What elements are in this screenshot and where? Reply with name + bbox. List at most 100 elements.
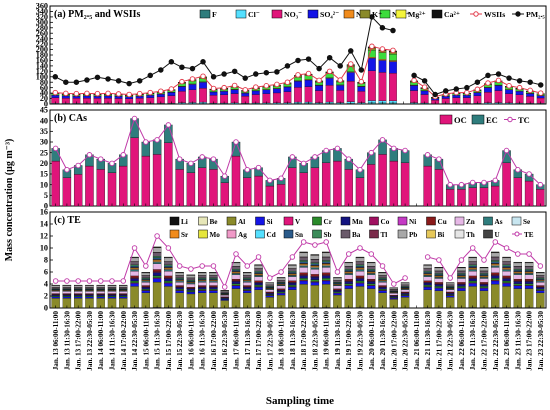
series-point xyxy=(289,254,296,260)
bar-segment xyxy=(524,270,534,272)
legend-label: Co xyxy=(381,218,390,226)
y-tick-label: 20 xyxy=(40,159,48,168)
bar-segment xyxy=(141,282,151,286)
bar-segment xyxy=(175,282,184,286)
bar-segment xyxy=(164,265,173,268)
bar-segment xyxy=(524,285,534,289)
bar-segment xyxy=(175,288,184,291)
series-point xyxy=(526,251,532,257)
series-point xyxy=(126,80,132,87)
bar-segment xyxy=(491,257,500,261)
y-tick-label: 260 xyxy=(36,29,48,38)
bar-segment xyxy=(524,262,534,267)
y-tick-label: 30 xyxy=(40,138,48,147)
series-point xyxy=(526,171,532,177)
series-point xyxy=(253,71,259,77)
x-tick-label: Jan. 14 11:30-16:30 xyxy=(109,311,117,371)
legend-swatch xyxy=(307,9,319,19)
series-point xyxy=(165,122,172,128)
bar-segment xyxy=(389,53,397,61)
series-point xyxy=(244,166,251,173)
bar-segment xyxy=(344,278,353,281)
bar-segment xyxy=(524,271,534,274)
y-tick-label: 0 xyxy=(44,202,48,211)
bar-segment xyxy=(141,287,151,290)
bar-segment-oc xyxy=(513,177,523,207)
series-point xyxy=(136,90,143,97)
bar-segment xyxy=(51,287,60,289)
bar-segment xyxy=(243,285,252,287)
bar-segment xyxy=(524,274,534,280)
bar-segment xyxy=(484,87,492,93)
bar-segment xyxy=(310,259,320,263)
bar-segment xyxy=(197,285,207,287)
y-tick-label: 35 xyxy=(40,127,48,136)
series-point xyxy=(515,166,521,173)
bar-segment xyxy=(231,271,241,274)
series-point xyxy=(267,275,273,281)
bar-segment xyxy=(197,272,207,276)
bar-segment xyxy=(389,60,397,62)
x-tick-label: Jan. 18 17:00-22:00 xyxy=(300,311,308,371)
series-point xyxy=(345,251,352,257)
bar-segment xyxy=(299,257,308,261)
bar-segment xyxy=(231,273,241,275)
bar-segment xyxy=(209,285,218,287)
bar-segment xyxy=(288,265,297,269)
legend-swatch xyxy=(169,229,180,239)
bar-segment xyxy=(344,285,353,289)
bar-segment xyxy=(400,284,410,287)
bar-segment xyxy=(344,266,353,270)
y-tick-label: 40 xyxy=(40,116,48,125)
bar-segment xyxy=(164,257,173,262)
bar-segment xyxy=(61,95,70,99)
bar-segment xyxy=(389,287,399,290)
x-tick-label: Jan. 21 06:00-11:00 xyxy=(413,311,421,371)
series-point xyxy=(337,63,343,69)
bar-segment xyxy=(254,275,263,277)
series-point xyxy=(165,245,172,251)
bar-segment xyxy=(220,294,229,297)
legend-label: Al xyxy=(238,218,245,226)
y-tick-label: 60 xyxy=(40,83,48,92)
bar-segment xyxy=(491,275,500,279)
series-point xyxy=(312,242,318,248)
bar-segment xyxy=(479,286,489,288)
legend-label: As xyxy=(495,218,503,226)
bar-segment xyxy=(96,287,105,289)
y-tick-label: 10 xyxy=(40,180,48,189)
bar-segment xyxy=(141,275,151,278)
bar-segment xyxy=(513,274,523,280)
bar-segment xyxy=(378,60,387,73)
bar-segment xyxy=(254,265,263,269)
bar-segment xyxy=(283,86,292,92)
series-point xyxy=(326,68,333,75)
bar-segment xyxy=(336,90,345,103)
y-tick-label: 5 xyxy=(44,191,48,200)
bar-segment xyxy=(243,277,252,279)
series-point xyxy=(221,71,227,77)
bar-segment xyxy=(333,277,342,281)
legend-swatch xyxy=(397,216,408,226)
bar-segment xyxy=(445,294,455,296)
series-point xyxy=(432,91,438,98)
legend-label: Li xyxy=(181,218,188,226)
bar-segment xyxy=(479,278,489,283)
bar-segment xyxy=(164,280,173,283)
bar-segment xyxy=(231,266,241,270)
bar-segment xyxy=(73,291,83,294)
series-point xyxy=(390,27,396,34)
series-point xyxy=(199,263,205,269)
series-point xyxy=(348,48,354,54)
series-point xyxy=(481,257,487,263)
bar-segment xyxy=(355,269,365,272)
bar-segment xyxy=(367,273,376,275)
bar-segment xyxy=(276,291,286,294)
bar-segment xyxy=(378,275,387,278)
bar-segment xyxy=(164,269,173,272)
x-tick-label: Jan. 15 11:30-16:30 xyxy=(154,311,162,371)
legend-swatch xyxy=(431,9,443,19)
bar-segment xyxy=(288,280,297,283)
series-point xyxy=(86,278,93,284)
